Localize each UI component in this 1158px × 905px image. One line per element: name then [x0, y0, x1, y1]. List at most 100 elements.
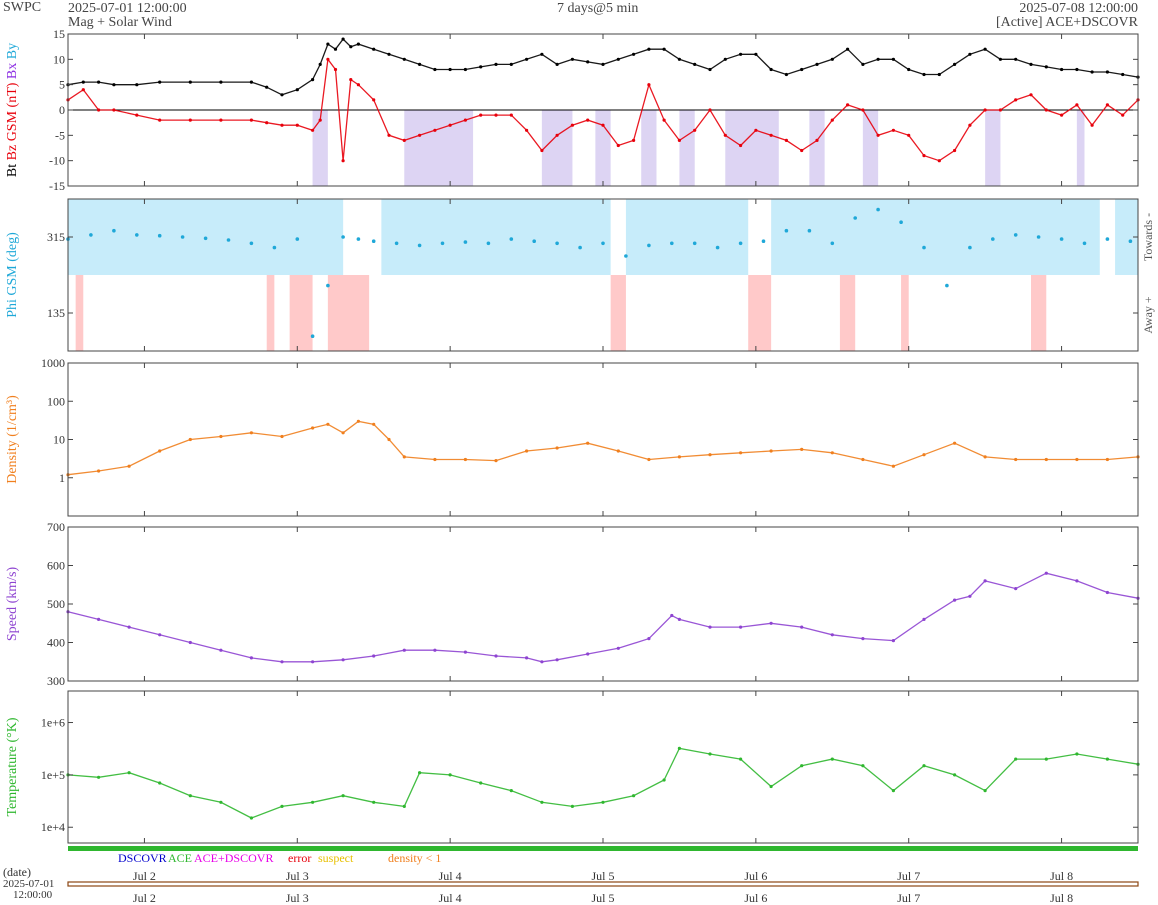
away-band [610, 275, 626, 351]
speed-point [219, 648, 223, 652]
phi-point [1128, 239, 1133, 243]
phi-point [692, 241, 697, 246]
speed-tick-label: 500 [47, 597, 65, 611]
temperature-point [922, 764, 926, 768]
bz-line [67, 57, 1139, 162]
southward-band [595, 110, 611, 186]
southward-band [404, 110, 474, 186]
density-tick-label: 1000 [41, 356, 65, 370]
phi-point [807, 228, 812, 233]
panel-frames [67, 33, 1139, 887]
bt-point [784, 72, 789, 77]
bz-point [479, 113, 483, 117]
bt-point [356, 42, 360, 46]
date-tick-label: Jul 7 [897, 891, 920, 905]
speed-point [1014, 587, 1018, 591]
bz-point [341, 159, 345, 163]
bz-point [800, 148, 804, 153]
southward-band [541, 110, 573, 186]
bt-point [769, 67, 773, 72]
bt-point [846, 47, 850, 51]
bz-point [616, 143, 620, 148]
phi-point [853, 216, 857, 220]
bz-point [448, 123, 452, 127]
southward-band [1076, 110, 1085, 186]
bt-point [1044, 65, 1048, 69]
phi-point [157, 233, 162, 238]
phi-point [784, 228, 789, 233]
date-axis-start-clock: 12:00:00 [13, 889, 53, 901]
bz-point [158, 118, 162, 122]
phi-point [1082, 241, 1087, 246]
phi-point [922, 245, 926, 250]
density-point [387, 437, 391, 442]
phi-point [1059, 237, 1064, 241]
bz-point [983, 108, 987, 112]
bt-point [1090, 70, 1094, 74]
density-point [1044, 457, 1048, 462]
away-band [1031, 275, 1047, 351]
phi-point [945, 283, 949, 288]
towards-band [381, 199, 611, 275]
bz-point [188, 118, 192, 122]
density-point [922, 453, 926, 457]
density-point [647, 457, 651, 462]
bt-point [677, 57, 682, 61]
temperature-tick-label: 1e+6 [41, 716, 65, 730]
phi-point [532, 239, 536, 243]
bt-point [418, 62, 422, 66]
bz-point [356, 83, 360, 87]
temperature-point [1075, 752, 1079, 756]
phi-point [417, 243, 422, 248]
temperature-point [891, 789, 896, 793]
bt-point [632, 52, 636, 56]
speed-point [463, 650, 467, 654]
bt-point [1075, 67, 1079, 72]
temperature-point [249, 816, 253, 820]
bt-point [693, 62, 697, 66]
bz-point [311, 128, 315, 132]
away-label: Away + [1141, 296, 1155, 334]
start-time: 2025-07-01 12:00:00 [68, 1, 187, 16]
bt-point [540, 52, 544, 56]
phi-point [647, 243, 651, 248]
mag-tick-label: 0 [59, 103, 65, 117]
phi-point [180, 235, 185, 239]
speed-tick-label: 700 [47, 520, 65, 534]
phi-point [341, 235, 345, 239]
density-point [739, 451, 743, 455]
bt-point [448, 67, 452, 72]
phi-point [486, 241, 491, 246]
density-point [158, 449, 162, 453]
phi-point [601, 241, 605, 246]
bt-point [983, 47, 987, 51]
speed-point [127, 625, 131, 629]
temperature-point [341, 794, 345, 798]
density-point [219, 434, 223, 439]
mag-tick-label: 5 [59, 78, 65, 92]
bt-point [601, 62, 605, 66]
speed-tick-label: 600 [47, 559, 65, 573]
phi-point [555, 241, 559, 246]
density-tick-label: 1 [59, 471, 65, 485]
bz-point [708, 108, 712, 112]
density-point [97, 469, 101, 473]
speed-point [616, 646, 620, 650]
temperature-point [418, 771, 422, 775]
speed-point [922, 617, 926, 622]
phi-point [356, 237, 361, 241]
bt-point [81, 80, 85, 84]
date-tick-label: Jul 5 [591, 891, 614, 905]
temperature-point [800, 764, 804, 768]
bt-point [891, 57, 896, 61]
bz-point [433, 128, 437, 132]
temperature-point [1014, 757, 1018, 761]
date-axis-label: (date) [3, 865, 31, 879]
bt-point [326, 42, 330, 46]
away-band [748, 275, 772, 351]
temperature-point [97, 775, 101, 779]
bt-point [754, 52, 758, 56]
speed-point [402, 648, 406, 652]
bt-point [861, 62, 865, 66]
bz-point [387, 133, 391, 137]
